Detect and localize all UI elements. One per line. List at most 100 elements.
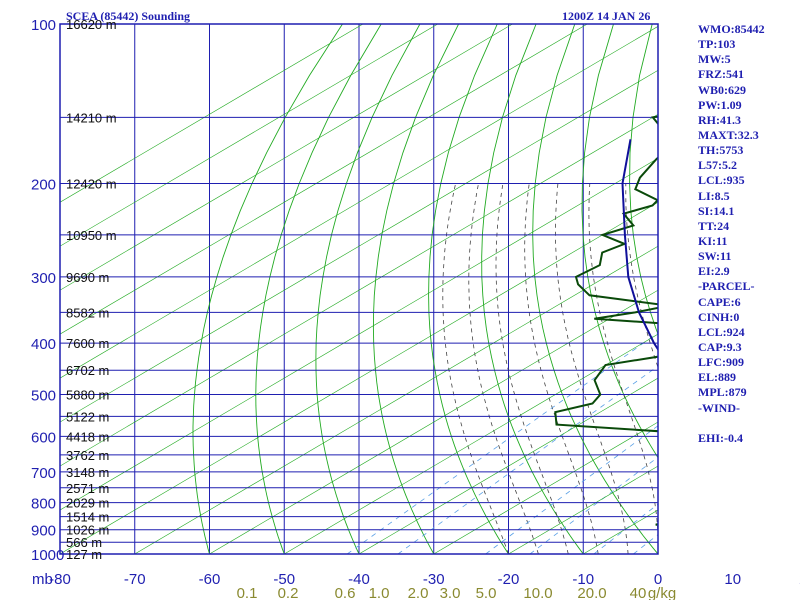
index-line: LFC:909 xyxy=(698,355,744,370)
index-line: FRZ:541 xyxy=(698,67,744,82)
isotherm xyxy=(358,377,658,554)
temperature-tick-label: -40 xyxy=(348,571,370,588)
index-line: TT:24 xyxy=(698,218,730,233)
index-line: WB0:629 xyxy=(698,82,746,97)
height-label: 127 m xyxy=(66,547,102,562)
mixing-ratio-label: 40 xyxy=(630,585,647,600)
station-title: SCEA (85442) Sounding xyxy=(66,9,190,23)
moist-adiabat xyxy=(524,183,599,554)
temperature-tick-label: -70 xyxy=(124,571,146,588)
mixing-ratio-label: 3.0 xyxy=(440,585,461,600)
index-panel: WMO:85442 TP:103 MW:5 FRZ:541 WB0:629 PW:1.09… xyxy=(698,22,798,446)
pressure-tick-label: 700 xyxy=(31,465,56,482)
moist-adiabat xyxy=(495,183,569,554)
index-line: PW:1.09 xyxy=(698,97,742,112)
height-label: 566 m xyxy=(66,535,102,550)
index-line: CINH:0 xyxy=(698,309,740,324)
pressure-tick-label: 1000 xyxy=(31,547,64,564)
isotherm xyxy=(209,289,658,554)
pressure-tick-label: 900 xyxy=(31,523,56,540)
index-line: MW:5 xyxy=(698,52,731,67)
index-line: CAPE:6 xyxy=(698,294,741,309)
isotherm xyxy=(60,157,658,511)
index-line: EI:2.9 xyxy=(698,264,730,279)
plot-frame xyxy=(59,23,659,555)
index-line: MPL:879 xyxy=(698,385,747,400)
pressure-tick-label: 300 xyxy=(31,270,56,287)
index-line: -PARCEL- xyxy=(698,279,755,294)
moist-adiabat xyxy=(588,183,658,554)
isotherm xyxy=(60,24,588,335)
moist-adiabat xyxy=(468,183,539,554)
temperature-tick-label: 0 xyxy=(654,571,662,588)
index-line: LCL:935 xyxy=(698,173,745,188)
height-label: 9690 m xyxy=(66,270,109,285)
dry-adiabat xyxy=(255,24,382,554)
temperature-tick-label: 10 xyxy=(724,571,741,588)
mixing-ratio-label: g/kg xyxy=(648,585,676,600)
temperature-tick-label: -20 xyxy=(498,571,520,588)
mixing-ratio-label: 0.2 xyxy=(278,585,299,600)
pressure-tick-label: 600 xyxy=(31,429,56,446)
moist-adiabat xyxy=(442,183,509,554)
isotherm xyxy=(60,201,658,554)
isotherm xyxy=(433,421,658,554)
pressure-tick-label: 100 xyxy=(31,17,56,34)
temperature-tick-label: -80 xyxy=(49,571,71,588)
mixing-ratio-label: 2.0 xyxy=(408,585,429,600)
temperature-tick-label: -60 xyxy=(199,571,221,588)
height-label: 8582 m xyxy=(66,305,109,320)
height-label: 1514 m xyxy=(66,510,109,525)
mixing-ratio-label: 1.0 xyxy=(369,585,390,600)
height-label: 7600 m xyxy=(66,336,109,351)
index-line: EL:889 xyxy=(698,370,737,385)
temperature-tick-label: -10 xyxy=(572,571,594,588)
mixing-ratio-label: 0.6 xyxy=(335,585,356,600)
height-label: 14210 m xyxy=(66,110,117,125)
index-line: CAP:9.3 xyxy=(698,339,742,354)
height-label: 3148 m xyxy=(66,465,109,480)
height-label: 1026 m xyxy=(66,523,109,538)
index-line: TP:103 xyxy=(698,37,736,52)
mixing-ratio-label: 0.1 xyxy=(237,585,258,600)
isotherm xyxy=(60,24,364,203)
isotherm xyxy=(60,24,513,291)
height-label: 12420 m xyxy=(66,177,117,192)
pressure-unit-label: mb xyxy=(32,571,53,588)
index-line xyxy=(698,416,798,431)
index-line: WMO:85442 xyxy=(698,22,765,36)
height-label: 5880 m xyxy=(66,387,109,402)
index-line: SW:11 xyxy=(698,249,732,264)
pressure-tick-label: 500 xyxy=(31,387,56,404)
height-label: 4418 m xyxy=(66,429,109,444)
height-label: 2571 m xyxy=(66,481,109,496)
mixing-ratio-label: 5.0 xyxy=(476,585,497,600)
dewpoint-trace xyxy=(554,115,658,526)
pressure-tick-label: 800 xyxy=(31,496,56,513)
index-line: LI:8.5 xyxy=(698,188,730,203)
moist-adiabat xyxy=(555,183,629,554)
isotherm xyxy=(134,245,658,554)
index-line: MAXT:32.3 xyxy=(698,127,759,142)
time-title: 1200Z 14 JAN 26 xyxy=(562,9,650,23)
height-label: 3762 m xyxy=(66,448,109,463)
height-label: 6702 m xyxy=(66,363,109,378)
isotherm xyxy=(60,26,658,379)
mixing-ratio-line xyxy=(346,332,658,554)
temperature-tick-label: -50 xyxy=(273,571,295,588)
pressure-tick-label: 400 xyxy=(31,336,56,353)
index-line: EHI:-0.4 xyxy=(698,430,743,445)
index-line: L57:5.2 xyxy=(698,158,737,173)
height-label: 16620 m xyxy=(66,17,117,32)
pressure-tick-label: 200 xyxy=(31,177,56,194)
dry-adiabat xyxy=(315,24,421,554)
index-line: SI:14.1 xyxy=(698,203,735,218)
isotherm xyxy=(60,24,438,247)
index-line: -WIND- xyxy=(698,400,740,415)
isotherm xyxy=(60,69,658,423)
mixing-ratio-label: 10.0 xyxy=(523,585,552,600)
parcel-trace xyxy=(621,139,658,352)
isotherm xyxy=(284,333,658,554)
dry-adiabat xyxy=(372,24,460,554)
